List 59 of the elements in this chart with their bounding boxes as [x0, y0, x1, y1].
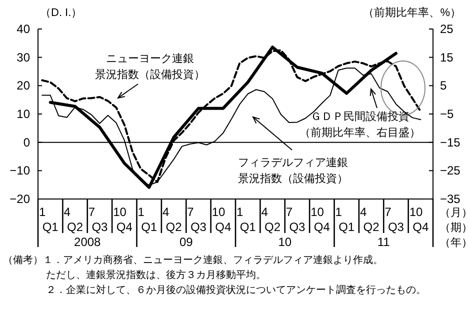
- text: 09: [179, 235, 194, 249]
- x-tick-label: 4: [360, 205, 367, 219]
- text: Q1: [338, 220, 355, 234]
- y-tick-label: 10: [16, 107, 30, 121]
- x-tick-label: 7: [88, 205, 96, 219]
- y2-tick-label: 25: [440, 22, 454, 36]
- legend-label: ＧＤＰ民間設備投資（前期比年率、右目盛）: [300, 110, 420, 139]
- x-tick-label: 1: [138, 205, 145, 219]
- text: Q2: [363, 220, 380, 234]
- text: Q4: [412, 220, 429, 234]
- x-tick-label: 7: [384, 205, 392, 219]
- y2-tick-label: 5: [440, 78, 447, 93]
- y2-tick-label: −25: [440, 164, 461, 178]
- series-label: ニューヨーク連銀景況指数（設備投資）: [95, 52, 205, 81]
- text: ただし、連銀景況指数は、後方３カ月移動平均。: [46, 269, 266, 281]
- text: Q1: [240, 220, 256, 234]
- y-tick-label: 20: [16, 78, 30, 93]
- text: Q3: [289, 220, 306, 234]
- x-tick-label: 10: [212, 205, 226, 219]
- x-tick-label: 1: [335, 205, 342, 219]
- y2-tick-label: −15: [440, 135, 461, 150]
- text: Q1: [141, 220, 158, 234]
- x-tick-label: 1: [39, 205, 46, 219]
- text: 2008: [74, 235, 102, 249]
- x-tick-label: 4: [162, 205, 170, 219]
- text: （備考）１．アメリカ商務省、ニューヨーク連銀、フィラデルフィア連銀より作成。: [3, 254, 383, 266]
- y-tick-label: 30: [16, 50, 30, 64]
- y-axis-title: （D. I.）: [40, 7, 82, 19]
- y2-axis-title: （前期比年率、%）: [363, 6, 461, 19]
- text: ２．企業に対して、６か月後の設備投資状況についてアンケート調査を行ったもの。: [46, 284, 426, 296]
- y-tick-label: −20: [10, 192, 30, 206]
- x-tick-label: 10: [310, 205, 324, 219]
- y-tick-label: −10: [10, 164, 30, 178]
- y2-tick-label: −5: [440, 107, 454, 121]
- text: Q2: [166, 220, 182, 234]
- x-tick-label: 4: [261, 205, 268, 219]
- text: Q3: [388, 220, 404, 234]
- y2-tick-label: −35: [440, 192, 461, 206]
- y2-tick-label: 15: [440, 50, 454, 64]
- text: Q4: [116, 220, 133, 234]
- text: フィラデルフィア連銀景況指数（設備投資）: [238, 156, 348, 185]
- text: Q3: [92, 220, 108, 234]
- x-tick-label: 7: [187, 205, 194, 219]
- x-axis-title: （月）（期）（年）: [440, 207, 469, 249]
- y-tick-label: 0: [23, 135, 30, 150]
- text: Q2: [67, 220, 84, 234]
- text: Q3: [190, 220, 207, 234]
- y-tick-label: 40: [16, 22, 30, 36]
- text: 10: [278, 235, 292, 249]
- text: Q2: [264, 220, 281, 234]
- x-tick-label: 10: [113, 205, 127, 219]
- x-tick-label: 1: [236, 205, 244, 219]
- x-tick-label: 4: [64, 205, 71, 219]
- text: Q4: [215, 220, 232, 234]
- text: Q4: [314, 220, 330, 234]
- x-tick-label: 7: [286, 205, 293, 219]
- text: Q1: [42, 220, 59, 234]
- text: 11: [377, 235, 390, 249]
- x-tick-label: 10: [409, 205, 423, 219]
